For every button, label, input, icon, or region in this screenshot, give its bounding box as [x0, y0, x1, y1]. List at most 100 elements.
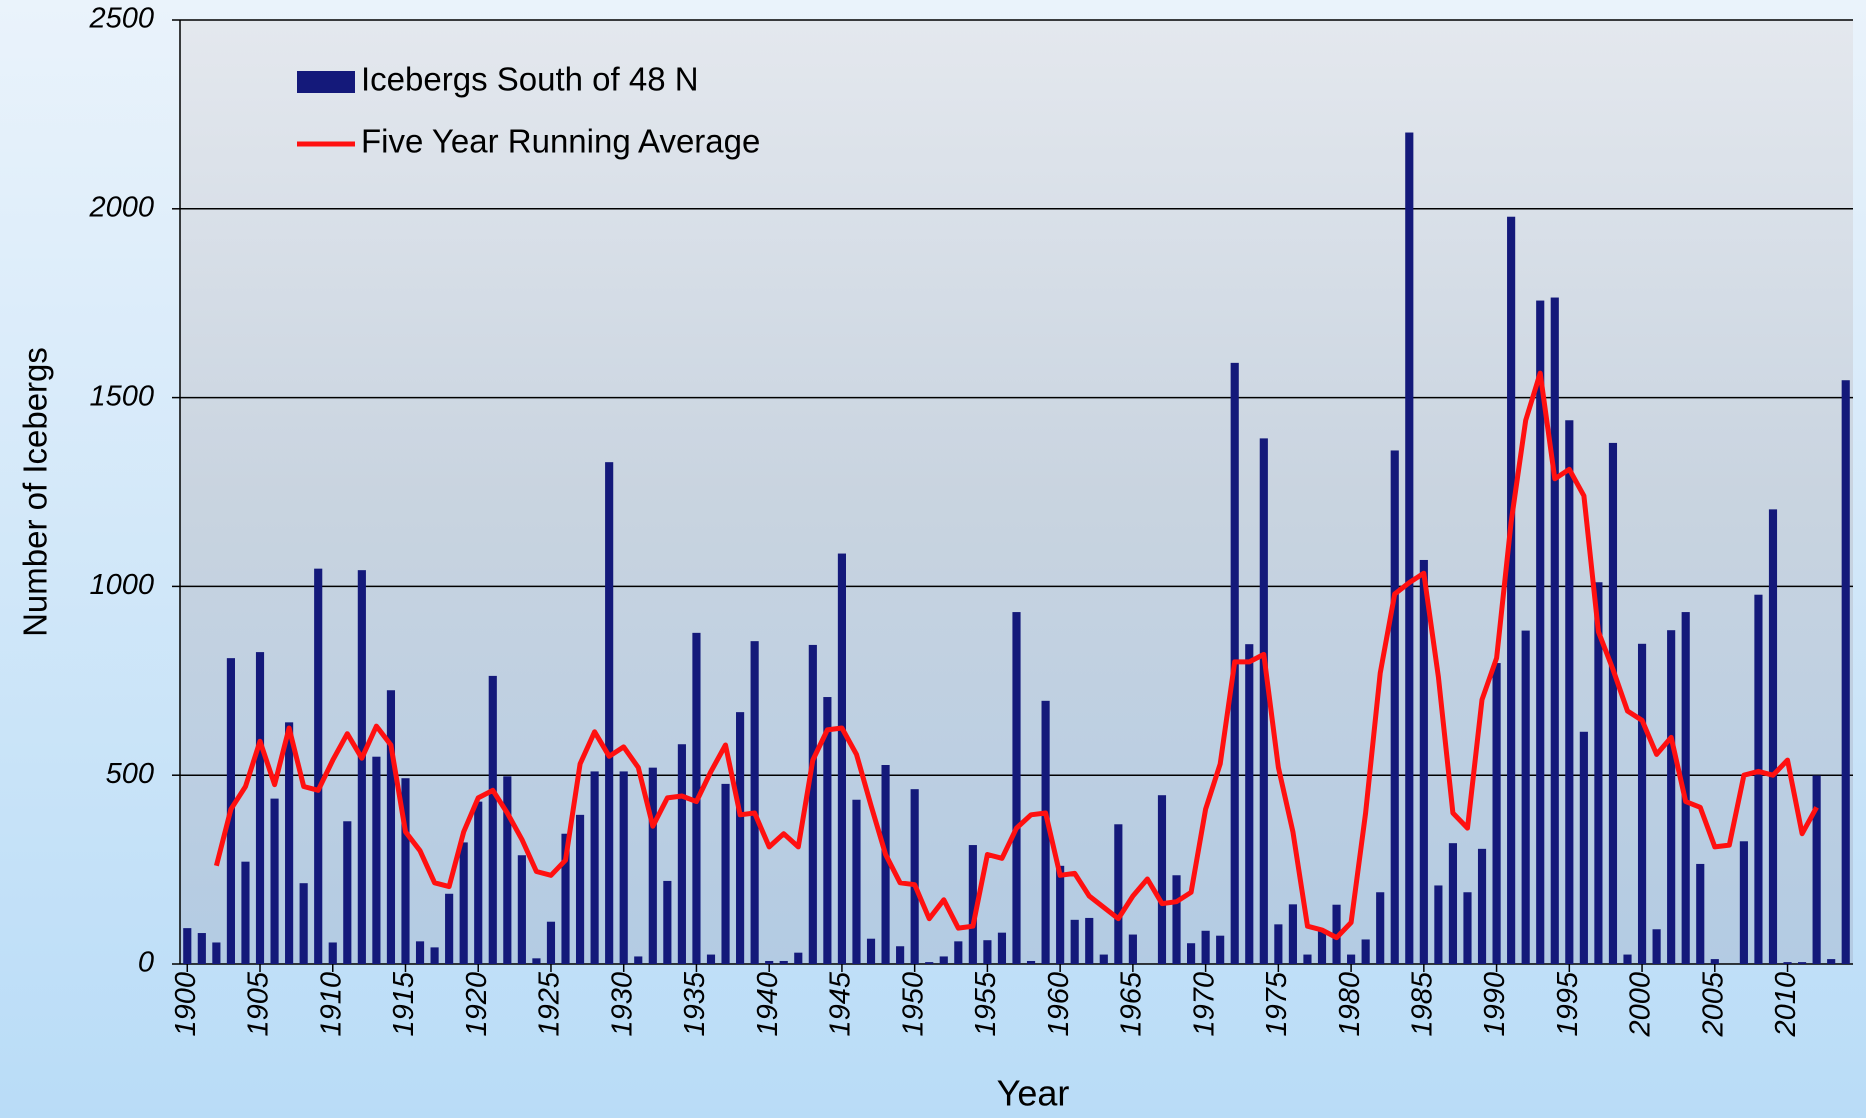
- bar: [474, 802, 482, 964]
- bar: [1653, 929, 1661, 964]
- bar: [329, 942, 337, 964]
- bar: [416, 941, 424, 964]
- bar: [896, 946, 904, 964]
- bar: [1085, 918, 1093, 964]
- bar: [460, 842, 468, 964]
- bar: [1071, 920, 1079, 964]
- y-tick-label: 1000: [89, 569, 154, 601]
- chart: Year Number of Icebergs 0500100015002000…: [0, 0, 1866, 1118]
- bar: [1507, 217, 1515, 964]
- bar: [1522, 631, 1530, 964]
- bar: [634, 956, 642, 964]
- bar: [605, 462, 613, 964]
- x-tick-label: 1940: [752, 972, 784, 1037]
- bar: [1609, 443, 1617, 964]
- bar: [314, 569, 322, 964]
- bar: [707, 955, 715, 964]
- bar: [1696, 864, 1704, 964]
- bar: [1362, 939, 1370, 964]
- x-tick-label: 1980: [1334, 972, 1366, 1037]
- x-tick-label: 1945: [825, 971, 857, 1036]
- bar: [591, 771, 599, 964]
- bar: [285, 722, 293, 964]
- x-tick-label: 1905: [243, 971, 275, 1036]
- bar: [852, 800, 860, 964]
- x-tick-label: 2010: [1770, 972, 1802, 1038]
- x-tick-label: 1960: [1043, 972, 1075, 1037]
- bar: [1187, 943, 1195, 964]
- bar: [212, 942, 220, 964]
- bar: [300, 883, 308, 964]
- x-tick-label: 1900: [170, 972, 202, 1037]
- bar: [1405, 133, 1413, 964]
- legend-label: Icebergs South of 48 N: [361, 61, 699, 98]
- bar: [1347, 955, 1355, 964]
- bar: [532, 958, 540, 964]
- bar: [1493, 663, 1501, 964]
- bar: [1667, 630, 1675, 964]
- bar: [1798, 962, 1806, 964]
- bar: [1391, 450, 1399, 964]
- x-tick-label: 1990: [1479, 972, 1511, 1037]
- bar: [1754, 595, 1762, 964]
- legend-label: Five Year Running Average: [361, 123, 760, 160]
- bar: [387, 690, 395, 964]
- x-tick-label: 1915: [388, 971, 420, 1036]
- bar: [1056, 866, 1064, 964]
- bar: [1623, 955, 1631, 964]
- bar: [663, 881, 671, 964]
- bar: [1565, 420, 1573, 964]
- y-tick-label: 500: [106, 758, 154, 790]
- x-tick-label: 2005: [1697, 971, 1729, 1037]
- bar: [867, 939, 875, 964]
- legend-swatch: [297, 71, 355, 93]
- x-tick-label: 1970: [1188, 972, 1220, 1037]
- bar: [1274, 924, 1282, 964]
- x-tick-label: 1925: [534, 971, 566, 1036]
- bar: [445, 894, 453, 964]
- x-tick-label: 2000: [1625, 972, 1657, 1038]
- bar: [794, 953, 802, 964]
- bar: [1012, 612, 1020, 964]
- bar: [270, 799, 278, 964]
- bar: [1827, 959, 1835, 964]
- x-tick-label: 1920: [461, 972, 493, 1037]
- bar: [198, 933, 206, 964]
- bar: [1711, 959, 1719, 964]
- bar: [765, 961, 773, 964]
- x-axis-label: Year: [997, 1073, 1070, 1114]
- bar: [1420, 560, 1428, 964]
- bar: [1842, 380, 1850, 964]
- bar: [1769, 509, 1777, 964]
- bar: [1449, 843, 1457, 964]
- bar: [1158, 795, 1166, 964]
- bar: [1027, 961, 1035, 964]
- bar: [576, 815, 584, 964]
- bar: [489, 676, 497, 964]
- bar: [983, 940, 991, 964]
- y-tick-label: 2500: [88, 3, 154, 35]
- bar: [1638, 644, 1646, 964]
- bar: [1245, 644, 1253, 964]
- bar: [678, 744, 686, 964]
- bar: [1434, 885, 1442, 964]
- bar: [1303, 955, 1311, 964]
- bar: [518, 855, 526, 964]
- bar: [1100, 955, 1108, 964]
- x-tick-label: 1950: [897, 972, 929, 1037]
- x-tick-label: 1930: [606, 972, 638, 1037]
- bar: [1202, 931, 1210, 964]
- bar: [1260, 438, 1268, 964]
- y-tick-label: 1500: [89, 380, 154, 412]
- bar: [1289, 904, 1297, 964]
- bar: [954, 941, 962, 964]
- bar: [372, 757, 380, 964]
- y-tick-label: 0: [138, 947, 154, 979]
- bar: [1463, 892, 1471, 964]
- bar: [1172, 875, 1180, 964]
- bar: [911, 789, 919, 964]
- bar: [925, 962, 933, 964]
- bar: [721, 784, 729, 964]
- bar: [620, 771, 628, 964]
- bar: [838, 554, 846, 964]
